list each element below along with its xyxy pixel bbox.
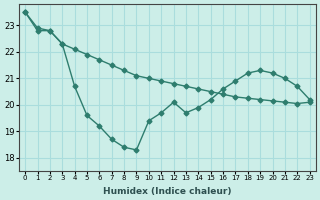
X-axis label: Humidex (Indice chaleur): Humidex (Indice chaleur) [103,187,232,196]
